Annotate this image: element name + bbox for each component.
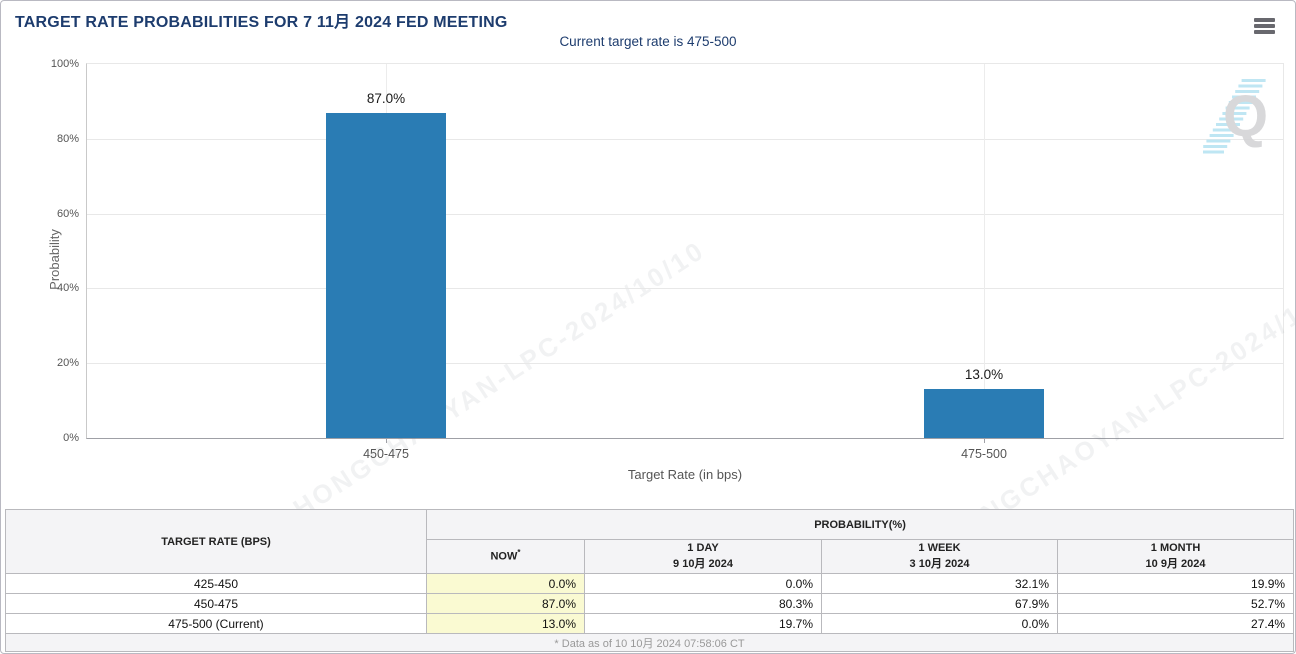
now-label: NOW (490, 550, 518, 563)
menu-bar (1254, 18, 1275, 22)
cell-1-month: 19.9% (1056, 573, 1295, 594)
bar-rect[interactable] (326, 112, 446, 438)
yaxis-title: Probability (46, 229, 62, 290)
table-footnote-row: * Data as of 10 10月 2024 07:58:06 CT (4, 633, 1295, 652)
col-header-1-week: 1 WEEK 3 10月 2024 (821, 539, 1058, 574)
probability-table: TARGET RATE (BPS) PROBABILITY(%) NOW* 1 … (4, 509, 1295, 652)
category-gridline (984, 64, 985, 438)
svg-text:Q: Q (1223, 84, 1267, 149)
current-target-rate-subtitle: Current target rate is 475-500 (559, 34, 737, 49)
cell-1-week: 32.1% (821, 573, 1058, 594)
cell-1-day: 80.3% (584, 593, 822, 614)
table-row-450-475: 450-475 87.0% 80.3% 67.9% 52.7% (5, 593, 1295, 614)
cell-rate: 450-475 (5, 593, 427, 614)
header-target-rate-bps: TARGET RATE (BPS) (5, 509, 427, 574)
ytick-80: 80% (56, 132, 79, 145)
col-label: 1 WEEK (918, 541, 961, 554)
ytick-60: 60% (56, 207, 79, 220)
header-probability-group: PROBABILITY(%) (425, 509, 1295, 540)
xtick-mark (984, 438, 985, 443)
col-date: 10 9月 2024 (1145, 557, 1206, 570)
cell-rate: 425-450 (5, 573, 427, 594)
bar-value-label: 13.0% (964, 367, 1004, 383)
ytick-40: 40% (56, 282, 79, 295)
table-row-425-450: 425-450 0.0% 0.0% 32.1% 19.9% (5, 573, 1295, 594)
gridline-80 (87, 138, 1283, 140)
bar-475-500[interactable]: 13.0% (924, 64, 1044, 438)
col-date: 9 10月 2024 (673, 557, 733, 570)
col-label: 1 MONTH (1150, 541, 1201, 554)
menu-bar (1254, 24, 1275, 28)
cell-1-week: 67.9% (821, 593, 1058, 614)
gridline-20 (87, 363, 1283, 365)
gridline-40 (87, 288, 1283, 290)
page-title: TARGET RATE PROBABILITIES FOR 7 11月 2024… (15, 14, 508, 31)
xtick-label-475-500: 475-500 (961, 447, 1007, 461)
col-header-1-day: 1 DAY 9 10月 2024 (584, 539, 822, 574)
cell-1-week: 0.0% (821, 613, 1058, 634)
cell-now: 0.0% (426, 573, 585, 594)
cell-rate: 475-500 (Current) (5, 613, 427, 634)
menu-bar (1254, 30, 1275, 34)
cell-1-day: 19.7% (584, 613, 822, 634)
data-as-of-footnote: * Data as of 10 10月 2024 07:58:06 CT (4, 633, 1295, 652)
col-header-1-month: 1 MONTH 10 9月 2024 (1056, 539, 1295, 574)
cell-1-day: 0.0% (584, 573, 822, 594)
xtick-mark (386, 438, 387, 443)
col-date: 3 10月 2024 (909, 557, 970, 570)
col-header-now: NOW* (426, 539, 585, 574)
bar-rect[interactable] (924, 389, 1044, 438)
cell-now: 87.0% (426, 593, 585, 614)
xtick-label-450-475: 450-475 (363, 447, 409, 461)
col-label: 1 DAY (687, 541, 719, 554)
ytick-100: 100% (50, 58, 79, 70)
cell-1-month: 52.7% (1056, 593, 1295, 614)
ytick-0: 0% (63, 432, 79, 444)
bar-value-label: 87.0% (366, 90, 406, 106)
xaxis-title: Target Rate (in bps) (627, 467, 743, 482)
cell-1-month: 27.4% (1056, 613, 1295, 634)
hamburger-menu-icon[interactable] (1254, 18, 1275, 36)
gridline-60 (87, 213, 1283, 215)
now-asterisk: * (517, 548, 521, 558)
probability-bar-chart: HONGCHAOYAN-LPC-2024/10/10 HONGCHAOYAN-L… (47, 58, 1295, 554)
ytick-20: 20% (56, 357, 79, 370)
bar-450-475[interactable]: 87.0% (326, 64, 446, 438)
cell-now: 13.0% (426, 613, 585, 634)
table-row-475-500-current: 475-500 (Current) 13.0% 19.7% 0.0% 27.4% (5, 613, 1295, 634)
quikstrike-logo-icon: Q (1203, 79, 1267, 154)
